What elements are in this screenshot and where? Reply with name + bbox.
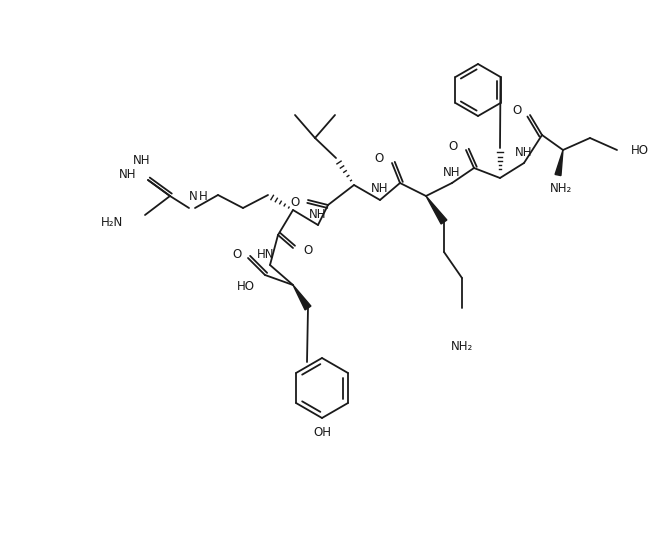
- Text: O: O: [513, 104, 522, 118]
- Text: NH: NH: [309, 208, 327, 220]
- Text: NH: NH: [371, 183, 389, 195]
- Text: O: O: [449, 140, 458, 152]
- Polygon shape: [555, 150, 563, 176]
- Text: NH₂: NH₂: [550, 183, 572, 195]
- Text: O: O: [375, 152, 384, 166]
- Polygon shape: [293, 285, 311, 310]
- Text: HN: HN: [257, 247, 275, 261]
- Text: O: O: [232, 247, 242, 261]
- Text: OH: OH: [313, 426, 331, 438]
- Polygon shape: [426, 196, 447, 224]
- Text: O: O: [291, 195, 300, 209]
- Text: H: H: [198, 189, 207, 203]
- Text: H₂N: H₂N: [101, 216, 123, 230]
- Text: NH₂: NH₂: [451, 339, 473, 353]
- Text: O: O: [303, 243, 312, 257]
- Text: HO: HO: [631, 144, 649, 157]
- Text: N: N: [188, 189, 197, 203]
- Text: NH: NH: [515, 146, 533, 158]
- Text: NH: NH: [444, 166, 461, 178]
- Text: NH: NH: [118, 167, 136, 181]
- Text: HO: HO: [237, 280, 255, 294]
- Text: NH: NH: [133, 153, 151, 167]
